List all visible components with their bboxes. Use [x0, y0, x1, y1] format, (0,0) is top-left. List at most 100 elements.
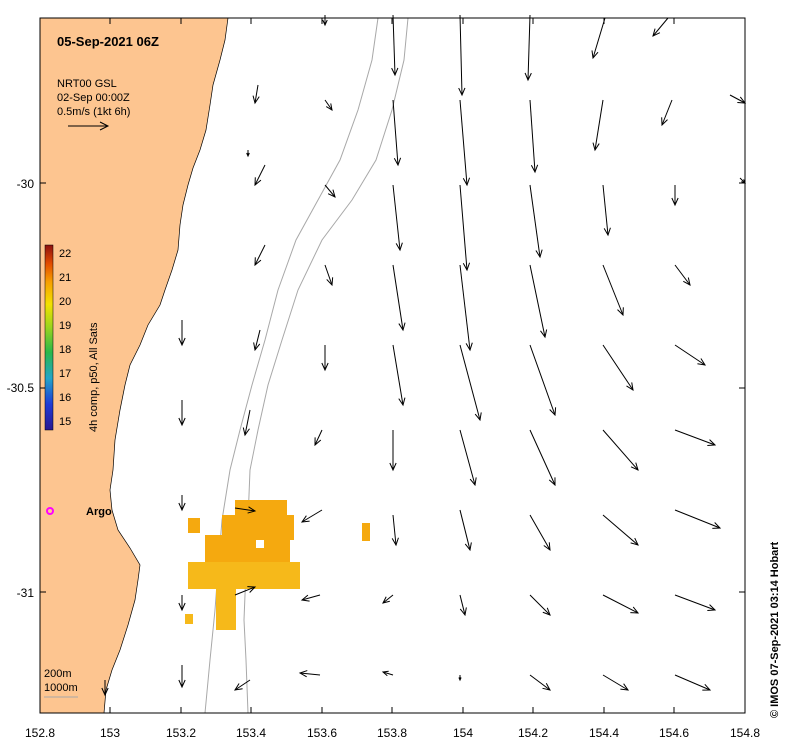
- current-vector: [382, 594, 394, 604]
- current-vector-head: [178, 337, 186, 347]
- current-vector-head: [391, 537, 399, 547]
- current-vector: [602, 429, 639, 471]
- colorbar-tick: 17: [59, 368, 71, 380]
- axis-ticks: [39, 18, 746, 713]
- current-vector-head: [630, 537, 639, 546]
- current-vector: [529, 99, 536, 173]
- colorbar-tick: 15: [59, 416, 71, 428]
- current-vector: [254, 329, 261, 351]
- credit-text: © IMOS 07-Sep-2021 03:14 Hobart: [769, 541, 781, 718]
- current-vector-head: [178, 602, 186, 612]
- current-vector-head: [697, 358, 707, 366]
- current-vector: [324, 99, 333, 111]
- x-tick-label: 153: [100, 726, 120, 740]
- x-tick-label: 153.8: [377, 726, 407, 740]
- current-vector-head: [542, 683, 551, 691]
- current-vector-head: [707, 439, 717, 446]
- y-tick-label: -31: [17, 586, 35, 600]
- current-vector: [674, 264, 691, 286]
- current-vector-head: [549, 407, 557, 417]
- current-vector: [527, 14, 531, 81]
- scale-label: 0.5m/s (1kt 6h): [57, 106, 130, 118]
- current-vector: [392, 514, 397, 546]
- current-vector: [324, 264, 333, 286]
- y-axis-labels: -30 -30.5 -31: [7, 177, 35, 600]
- current-vector: [459, 264, 471, 351]
- current-vector: [652, 17, 669, 37]
- isobath-legend-200m: 200m: [44, 668, 72, 680]
- current-vector-head: [630, 606, 640, 614]
- current-vector: [254, 244, 266, 266]
- current-vector-head: [178, 502, 186, 512]
- current-vector-head: [661, 117, 668, 127]
- current-vector-head: [671, 197, 679, 207]
- current-vector: [382, 671, 394, 676]
- x-tick-label: 153.4: [236, 726, 266, 740]
- current-vector: [602, 344, 634, 391]
- current-vector-head: [252, 95, 260, 105]
- current-vector-head: [254, 257, 262, 267]
- current-vector-head: [300, 594, 310, 602]
- current-vector-head: [469, 477, 477, 487]
- current-vector: [529, 344, 556, 416]
- argo-marker: [46, 507, 54, 515]
- current-vector: [234, 679, 251, 691]
- current-vector-head: [535, 249, 543, 259]
- current-vector: [392, 184, 401, 251]
- current-vector: [592, 17, 606, 59]
- current-vector: [674, 509, 721, 529]
- current-vector: [459, 594, 466, 616]
- current-vector: [594, 99, 604, 151]
- current-vector: [602, 514, 639, 546]
- colorbar-tick: 16: [59, 392, 71, 404]
- current-vector: [459, 14, 463, 96]
- current-vector: [674, 429, 716, 446]
- x-tick-label: 154.4: [589, 726, 619, 740]
- current-vector-head: [530, 164, 539, 174]
- current-vector-head: [458, 677, 462, 682]
- current-vector: [392, 344, 404, 406]
- current-vector-head: [314, 437, 322, 447]
- current-vector-head: [702, 684, 712, 691]
- current-vector: [529, 674, 551, 691]
- current-vector: [392, 99, 399, 166]
- current-vector: [459, 509, 471, 551]
- current-vector-head: [652, 28, 661, 37]
- current-vector-head: [542, 607, 551, 616]
- scale-arrow: [68, 121, 110, 131]
- current-vector-head: [462, 177, 471, 187]
- argo-label: Argo: [86, 506, 112, 518]
- colorbar-gradient: [44, 244, 54, 431]
- current-vector-head: [254, 177, 262, 187]
- current-vector: [254, 164, 266, 186]
- current-vector: [674, 344, 706, 366]
- current-vector: [459, 99, 468, 186]
- current-vector: [392, 14, 396, 76]
- colorbar-label: 4h comp, p50, All Sats: [88, 322, 100, 432]
- x-tick-label: 154.2: [518, 726, 548, 740]
- current-vector-head: [712, 522, 722, 529]
- current-vector-head: [548, 477, 556, 487]
- current-vector-head: [178, 679, 186, 689]
- current-vector: [324, 184, 336, 198]
- current-vector-head: [233, 683, 243, 691]
- isobath-legend-1000m: 1000m: [44, 682, 78, 694]
- current-vector-head: [298, 670, 308, 678]
- current-vector: [602, 184, 609, 236]
- current-vector-head: [474, 412, 482, 422]
- current-vector: [529, 429, 556, 486]
- source-time: 02-Sep 00:00Z: [57, 92, 130, 104]
- x-axis-labels: 152.8 153 153.2 153.4 153.6 153.8 154 15…: [25, 726, 760, 740]
- current-vector: [392, 264, 404, 331]
- x-tick-label: 153.2: [166, 726, 196, 740]
- x-tick-label: 154.6: [659, 726, 689, 740]
- current-vector: [674, 594, 716, 611]
- current-vector-head: [617, 307, 624, 317]
- current-vector-head: [253, 342, 261, 352]
- current-vector: [602, 594, 639, 614]
- current-vector-head: [626, 382, 634, 392]
- current-vector-head: [382, 596, 390, 604]
- colorbar-tick: 22: [59, 248, 71, 260]
- current-vector-head: [592, 142, 600, 152]
- current-vector-head: [683, 277, 691, 286]
